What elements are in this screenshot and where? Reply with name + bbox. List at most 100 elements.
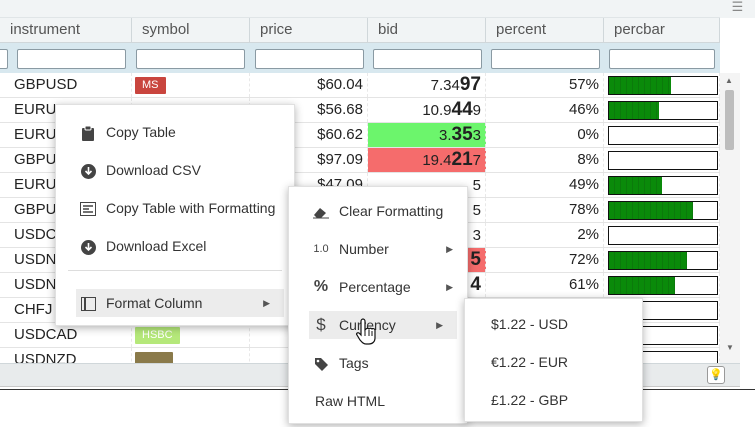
format-submenu: Clear Formatting 1.0 Number ▶ % Percenta… — [288, 186, 468, 424]
cell-bid[interactable]: 5 — [368, 173, 486, 197]
cell-percent[interactable]: 57% — [486, 73, 604, 97]
scrollbar-thumb[interactable] — [725, 90, 734, 150]
bid-pips: 21 — [451, 149, 473, 170]
cell-percbar[interactable] — [604, 73, 720, 97]
table-row[interactable]: GBPUSD MS $60.04 7.3497 57% — [0, 73, 720, 98]
cell-percent[interactable]: 78% — [486, 198, 604, 222]
cell-price[interactable]: $56.68 — [250, 98, 368, 122]
cell-bid[interactable]: 7.3497 — [368, 73, 486, 97]
hamburger-icon[interactable]: ☰ — [720, 0, 755, 18]
bid-suffix: 5 — [472, 177, 481, 194]
clipboard-icon — [78, 118, 98, 146]
cell-percent[interactable]: 2% — [486, 223, 604, 247]
cell-percbar[interactable] — [604, 223, 720, 247]
copy-formatting-icon — [78, 194, 98, 222]
bid-suffix: 3 — [472, 227, 481, 244]
filter-input-percbar[interactable] — [609, 49, 715, 69]
dollar-icon: $ — [316, 315, 326, 334]
bid-suffix: 7 — [472, 152, 481, 169]
cell-percent[interactable]: 49% — [486, 173, 604, 197]
cell-bid[interactable]: 3.353 — [368, 123, 486, 147]
cell-percent[interactable]: 0% — [486, 123, 604, 147]
menu-item-copy-table[interactable]: Copy Table — [56, 118, 294, 146]
cell-percent[interactable]: 61% — [486, 273, 604, 297]
cell-price[interactable]: $97.09 — [250, 148, 368, 172]
column-header-percbar[interactable]: percbar — [604, 18, 720, 43]
cell-bid[interactable]: 19.4217 — [368, 148, 486, 172]
chevron-right-icon: ▶ — [446, 244, 453, 254]
bid-pips: 44 — [451, 99, 473, 120]
menu-item-clear-formatting[interactable]: Clear Formatting — [289, 197, 467, 225]
menu-item-download-csv[interactable]: Download CSV — [56, 156, 294, 184]
menu-item-percentage[interactable]: % Percentage ▶ — [289, 273, 467, 301]
bid-prefix: 3. — [439, 127, 452, 144]
menu-item-label: Number — [339, 241, 389, 257]
menu-item-currency-gbp[interactable]: £1.22 - GBP — [465, 386, 642, 414]
cell-bid[interactable]: 5 — [368, 198, 486, 222]
cell-bid[interactable]: 4 — [368, 273, 486, 297]
menu-item-currency[interactable]: $ Currency ▶ — [309, 311, 457, 339]
cell-percent[interactable]: 72% — [486, 248, 604, 272]
filter-input-bid[interactable] — [373, 49, 482, 69]
bid-pips: 4 — [470, 274, 481, 295]
cell-symbol[interactable]: HSBC — [132, 323, 250, 347]
bid-prefix: 10.9 — [422, 102, 452, 119]
cell-percent[interactable]: 46% — [486, 98, 604, 122]
menu-item-format-column[interactable]: Format Column ▶ — [76, 289, 284, 317]
symbol-badge: HSBC — [135, 326, 180, 344]
menu-item-download-excel[interactable]: Download Excel — [56, 232, 294, 260]
column-header-instrument[interactable]: instrument — [0, 18, 132, 43]
menu-item-copy-table-formatting[interactable]: Copy Table with Formatting — [56, 194, 294, 222]
progress-bar — [608, 126, 718, 145]
bid-prefix: 7.34 — [430, 77, 460, 94]
column-icon — [78, 289, 98, 317]
menu-item-number[interactable]: 1.0 Number ▶ — [289, 235, 467, 263]
column-header-percent[interactable]: percent — [486, 18, 604, 43]
cell-bid[interactable]: 10.9449 — [368, 98, 486, 122]
menu-item-label: Download Excel — [106, 238, 207, 254]
lightbulb-icon[interactable]: 💡 — [707, 366, 725, 384]
menu-item-currency-eur[interactable]: €1.22 - EUR — [465, 348, 642, 376]
cell-instrument[interactable]: GBPUSD — [0, 73, 132, 97]
progress-bar — [608, 201, 718, 220]
filter-input-selector[interactable] — [0, 49, 8, 69]
grid-top-strip — [0, 0, 720, 18]
filter-input-percent[interactable] — [491, 49, 600, 69]
cell-percbar[interactable] — [604, 98, 720, 122]
column-header-bid[interactable]: bid — [368, 18, 486, 43]
chevron-right-icon: ▶ — [263, 298, 270, 308]
menu-item-label: Download CSV — [106, 162, 201, 178]
cell-price[interactable]: $60.62 — [250, 123, 368, 147]
column-header-price[interactable]: price — [250, 18, 368, 43]
cell-percbar[interactable] — [604, 148, 720, 172]
cell-instrument[interactable]: USDCAD — [0, 323, 132, 347]
download-circle-icon — [78, 232, 98, 260]
menu-item-raw-html[interactable]: Raw HTML — [289, 387, 467, 415]
progress-bar-fill — [609, 77, 671, 94]
scroll-up-arrow-icon[interactable]: ▲ — [725, 76, 733, 85]
cell-percbar[interactable] — [604, 123, 720, 147]
progress-bar — [608, 151, 718, 170]
cell-percbar[interactable] — [604, 198, 720, 222]
filter-input-symbol[interactable] — [136, 49, 245, 69]
cell-percent[interactable]: 8% — [486, 148, 604, 172]
menu-item-label: Copy Table — [106, 124, 176, 140]
menu-item-label: Tags — [339, 355, 369, 371]
cell-percbar[interactable] — [604, 173, 720, 197]
bid-pips: 35 — [451, 124, 473, 145]
menu-item-tags[interactable]: Tags — [289, 349, 467, 377]
cell-bid[interactable]: 3 — [368, 223, 486, 247]
filter-input-price[interactable] — [255, 49, 364, 69]
menu-item-currency-usd[interactable]: $1.22 - USD — [465, 310, 642, 338]
bid-pips: 5 — [470, 249, 481, 270]
scroll-down-arrow-icon[interactable]: ▼ — [726, 343, 734, 352]
progress-bar — [608, 276, 718, 295]
context-menu: Copy Table Download CSV Copy Table with … — [55, 104, 295, 326]
cell-percbar[interactable] — [604, 248, 720, 272]
progress-bar-fill — [609, 177, 662, 194]
filter-input-instrument[interactable] — [17, 49, 126, 69]
cell-price[interactable]: $60.04 — [250, 73, 368, 97]
cell-percbar[interactable] — [604, 273, 720, 297]
cell-symbol[interactable]: MS — [132, 73, 250, 97]
column-header-symbol[interactable]: symbol — [132, 18, 250, 43]
